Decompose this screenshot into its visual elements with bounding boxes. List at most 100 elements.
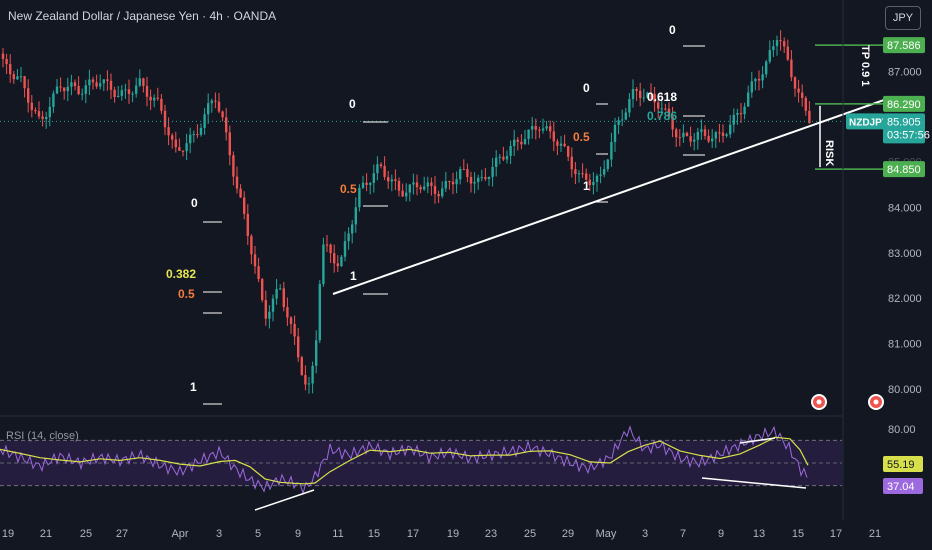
time-tick: 23 — [485, 528, 497, 540]
fib-05-c-label: 0.5 — [573, 130, 590, 144]
candle-body — [581, 173, 584, 175]
candle-body — [336, 263, 339, 267]
candle-body — [675, 129, 678, 138]
candle-body — [495, 157, 498, 167]
candle-body — [754, 78, 757, 82]
candle-body — [786, 46, 789, 60]
candle-body — [779, 40, 782, 42]
candle-body — [293, 323, 296, 337]
time-tick: 13 — [753, 528, 765, 540]
candle-body — [113, 89, 116, 98]
tp-price-badge-bg — [883, 37, 925, 54]
candle-body — [311, 365, 314, 384]
candle-body — [685, 132, 689, 137]
candle-body — [487, 176, 491, 180]
candle-body — [419, 187, 422, 190]
candle-body — [516, 139, 519, 142]
candle-body — [448, 181, 451, 183]
currency-button[interactable]: JPY — [885, 6, 921, 30]
fib-0-c-label: 0 — [583, 81, 590, 95]
time-tick: 3 — [216, 528, 222, 540]
candle-body — [160, 98, 163, 111]
candle-body — [156, 97, 159, 99]
time-tick: 11 — [332, 528, 343, 540]
candle-body — [459, 169, 462, 180]
candle-body — [718, 132, 721, 134]
candle-body — [268, 311, 271, 319]
candle-body — [423, 186, 426, 190]
symbol-title: New Zealand Dollar / Japanese Yen · 4h ·… — [8, 9, 277, 23]
candle-body — [189, 134, 192, 144]
candle-body — [469, 176, 473, 184]
candle-body — [617, 120, 620, 125]
candle-body — [567, 146, 570, 157]
candle-body — [433, 185, 437, 194]
candle-body — [275, 288, 278, 299]
candle-body — [174, 139, 177, 148]
candle-body — [318, 284, 321, 341]
candle-body — [599, 174, 602, 176]
candle-body — [477, 177, 480, 182]
symbol-badge-text: NZDJPY — [849, 117, 889, 128]
candle-body — [624, 112, 627, 120]
candle-body — [707, 135, 710, 142]
candle-body — [279, 288, 282, 290]
candle-body — [631, 89, 635, 100]
candle-body — [196, 134, 199, 136]
candle-body — [207, 103, 210, 115]
last-price-badge-text: 03:57:56 — [887, 129, 930, 141]
candle-body — [99, 83, 102, 87]
candle-body — [401, 190, 404, 197]
candle-body — [354, 207, 357, 225]
price-tick: 82.000 — [888, 293, 922, 305]
sl-price-badge-bg — [883, 161, 925, 178]
candle-body — [379, 164, 383, 167]
time-tick: 21 — [869, 528, 881, 540]
candle-body — [732, 114, 735, 125]
candle-body — [513, 139, 516, 147]
candle-body — [52, 93, 55, 107]
candle-body — [228, 132, 231, 156]
candle-body — [505, 155, 509, 160]
event-marker-icon-dot — [816, 399, 822, 405]
candle-body — [649, 92, 653, 94]
candle-body — [243, 197, 246, 214]
price-tick: 84.000 — [888, 203, 922, 215]
candle-body — [142, 78, 145, 87]
candle-body — [66, 86, 69, 92]
candle-body — [563, 143, 566, 147]
candle-body — [178, 147, 181, 151]
candle-body — [639, 90, 642, 98]
candle-body — [682, 132, 685, 138]
candle-body — [102, 79, 105, 84]
candle-body — [628, 99, 631, 113]
time-tick: 21 — [40, 528, 52, 540]
time-tick: Apr — [171, 528, 188, 540]
candle-body — [412, 182, 415, 185]
candle-body — [595, 175, 599, 182]
tp-price-badge-text: 87.586 — [887, 40, 921, 52]
candle-body — [430, 182, 433, 186]
candle-body — [221, 111, 224, 118]
candle-body — [45, 117, 48, 120]
entry-price-badge-text: 86.290 — [887, 99, 921, 111]
candle-body — [232, 155, 235, 177]
time-tick: 5 — [255, 528, 261, 540]
candle-body — [235, 176, 239, 189]
candle-body — [613, 124, 617, 143]
candle-body — [16, 76, 19, 80]
candle-body — [264, 300, 267, 319]
candle-body — [523, 138, 527, 145]
candle-body — [5, 58, 8, 65]
candle-body — [261, 279, 264, 301]
candle-body — [437, 193, 440, 197]
candle-body — [761, 74, 764, 81]
time-tick: 19 — [2, 528, 14, 540]
candle-body — [127, 89, 131, 94]
candle-body — [282, 288, 285, 308]
candle-body — [286, 307, 289, 318]
candle-body — [81, 93, 84, 95]
candle-body — [621, 119, 624, 121]
candle-body — [257, 266, 260, 280]
